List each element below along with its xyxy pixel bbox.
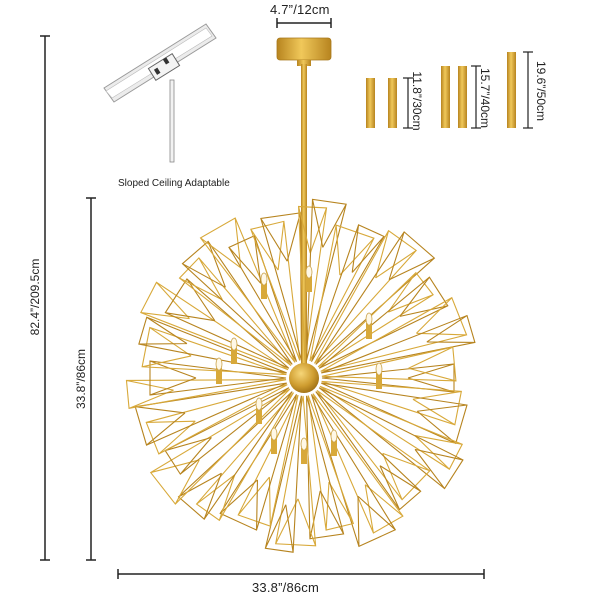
wire-cone	[141, 326, 287, 376]
socket	[366, 323, 372, 339]
socket	[216, 368, 222, 384]
bulb	[260, 272, 268, 286]
bulb	[270, 427, 278, 441]
wire-cone	[145, 384, 288, 455]
rod-icon	[366, 78, 375, 128]
wire-cone	[275, 395, 317, 547]
wire-cone	[321, 382, 468, 445]
bulb	[215, 357, 223, 371]
bulb	[365, 312, 373, 326]
center-hub	[289, 363, 319, 393]
total-height-dimension	[40, 35, 50, 561]
sloped-ceiling-illustration	[103, 23, 217, 163]
wire-cone	[315, 391, 422, 511]
socket	[301, 448, 307, 464]
socket	[306, 276, 312, 292]
wire-cone	[260, 212, 302, 361]
wire-cone	[315, 231, 436, 365]
wire-cone	[313, 229, 418, 364]
wire-cone	[310, 394, 397, 548]
wire-cone	[321, 363, 455, 393]
socket	[256, 408, 262, 424]
canopy-width-dimension	[276, 18, 332, 28]
ceiling-canopy	[276, 37, 332, 66]
sputnik-burst	[125, 198, 476, 553]
socket	[231, 348, 237, 364]
wire-cone	[306, 395, 345, 540]
bulb	[230, 337, 238, 351]
wire-cone	[318, 387, 464, 490]
body-height-dimension	[86, 197, 96, 561]
wire-cone	[164, 278, 290, 369]
wire-cone	[312, 393, 404, 534]
bulb	[330, 429, 338, 443]
bulb	[300, 437, 308, 451]
rod-icon	[388, 78, 397, 128]
socket	[261, 283, 267, 299]
wire-cone	[228, 234, 298, 362]
rod-length-label: 11.8”/30cm	[410, 71, 424, 131]
wire-cone	[309, 224, 375, 362]
bulb	[305, 265, 313, 279]
body-width-label: 33.8”/86cm	[252, 580, 320, 595]
canopy-width-label: 4.7”/12cm	[270, 2, 330, 17]
wire-cone	[321, 314, 476, 374]
rod-icon	[507, 52, 516, 128]
rod-length-label: 15.7”/40cm	[478, 67, 492, 129]
wire-cone	[264, 395, 302, 553]
wire-cone	[164, 387, 290, 475]
body-width-dimension	[117, 569, 485, 579]
sloped-ceiling-caption: Sloped Ceiling Adaptable	[118, 178, 230, 189]
socket	[376, 373, 382, 389]
rod-length-label: 19.6”/50cm	[534, 60, 548, 122]
wire-cone	[318, 276, 449, 369]
bulb	[255, 397, 263, 411]
down-rod	[301, 64, 307, 364]
rod-icon	[458, 66, 467, 128]
wire-cone	[320, 296, 468, 372]
wire-cone	[134, 382, 287, 446]
wire-cone	[310, 224, 385, 362]
body-height-label: 33.8”/86cm	[74, 348, 88, 410]
wire-cone	[321, 346, 457, 382]
socket	[331, 440, 337, 456]
total-height-label: 82.4”/209.5cm	[28, 258, 42, 336]
wire-cone	[316, 390, 431, 501]
bulb	[375, 362, 383, 376]
socket	[271, 438, 277, 454]
extension-rods	[366, 51, 533, 129]
wire-cone	[138, 316, 287, 374]
rod-icon	[441, 66, 450, 128]
